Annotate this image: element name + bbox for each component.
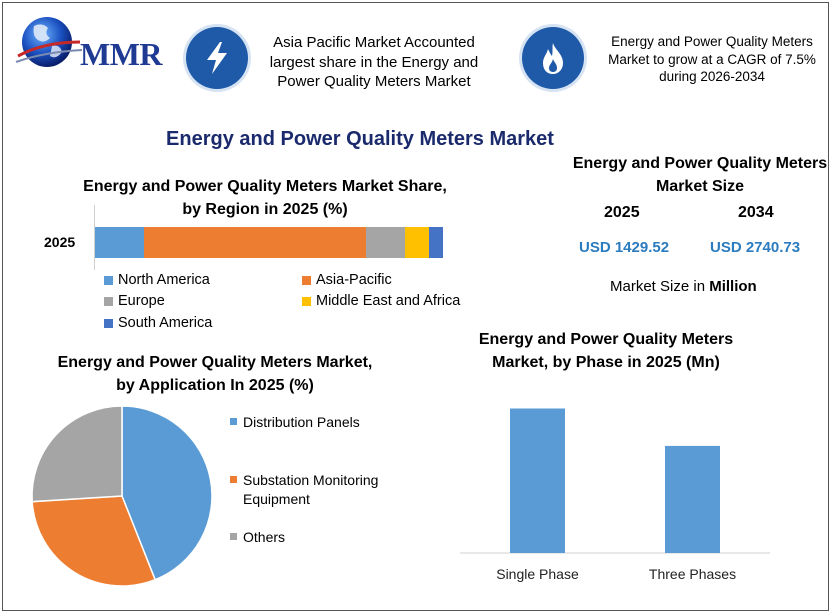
bar-segment-asia-pacific: [143, 227, 367, 258]
phase-chart-title: Energy and Power Quality Meters Market, …: [478, 331, 734, 372]
legend-swatch: [104, 296, 113, 306]
market-size-title: Energy and Power Quality Meters Market S…: [572, 155, 828, 196]
region-bar-category-label: 2025: [44, 234, 76, 250]
pie-slice-others: [31, 405, 123, 503]
bar-segment-south-america: [429, 227, 443, 258]
legend-label: Others: [243, 529, 286, 545]
pie-legend-item-substation-monitoring: Substation Monitoring Equipment: [230, 471, 410, 509]
bar-single-phase: [510, 408, 565, 553]
pie-slice-distribution-panels: [121, 405, 213, 581]
legend-label: South America: [118, 315, 213, 331]
bar-segment-europe: [366, 227, 405, 258]
flame-badge: [522, 27, 584, 89]
page-title: Energy and Power Quality Meters Market: [166, 128, 554, 150]
pie-slice-substation-monitoring-equipment: [31, 495, 157, 587]
lightning-icon: [207, 42, 227, 74]
legend-swatch: [104, 318, 113, 328]
unit-note-unit: Million: [709, 278, 757, 295]
legend-swatch: [104, 275, 113, 285]
legend-item-south-america: South America: [104, 315, 212, 331]
lightning-badge: [186, 27, 248, 89]
legend-label: Middle East and Africa: [316, 293, 461, 309]
size-year-2034: 2034: [738, 204, 774, 221]
pie-legend-item-others: Others: [230, 528, 405, 547]
legend-label: Asia-Pacific: [316, 272, 392, 288]
header-right-text: Energy and Power Quality Meters Market t…: [608, 34, 816, 85]
bar-segment-north-america: [95, 227, 144, 258]
region-bar-axis: [94, 205, 95, 270]
pie-legend-item-distribution-panels: Distribution Panels: [230, 413, 405, 432]
phase-bar-chart: Single Phase Three Phases: [460, 408, 770, 582]
bar-three-phases: [665, 445, 720, 553]
globe-icon: [15, 17, 83, 67]
size-value-2025: USD 1429.52: [579, 239, 670, 256]
legend-item-asia-pacific: Asia-Pacific: [302, 272, 392, 288]
application-pie-chart: [31, 405, 213, 587]
legend-swatch: [230, 533, 237, 540]
size-value-2034: USD 2740.73: [710, 239, 801, 256]
mmr-logo: MMR: [14, 12, 174, 74]
x-tick-label: Single Phase: [496, 566, 579, 582]
market-size-unit-note: Market Size in Million: [610, 278, 757, 295]
legend-item-middle-east-africa: Middle East and Africa: [302, 293, 460, 309]
x-tick-label: Three Phases: [649, 566, 736, 582]
legend-swatch: [302, 296, 311, 306]
legend-label: Substation Monitoring Equipment: [243, 472, 379, 507]
legend-label: North America: [118, 272, 210, 288]
legend-swatch: [302, 275, 311, 285]
legend-item-europe: Europe: [104, 293, 165, 309]
logo-text: MMR: [80, 36, 163, 72]
region-stacked-bar: [95, 227, 443, 258]
region-chart-title: Energy and Power Quality Meters Market S…: [83, 178, 447, 219]
flame-icon: [543, 43, 563, 74]
size-year-2025: 2025: [604, 204, 640, 221]
legend-item-north-america: North America: [104, 272, 210, 288]
header-left-text: Asia Pacific Market Accounted largest sh…: [269, 34, 479, 90]
legend-label: Europe: [118, 293, 165, 309]
legend-swatch: [230, 418, 237, 425]
unit-note-prefix: Market Size in: [610, 278, 710, 295]
application-chart-title: Energy and Power Quality Meters Market, …: [57, 354, 373, 395]
legend-label: Distribution Panels: [243, 414, 360, 430]
legend-swatch: [230, 476, 237, 483]
bar-segment-middle-east-and-africa: [404, 227, 430, 258]
